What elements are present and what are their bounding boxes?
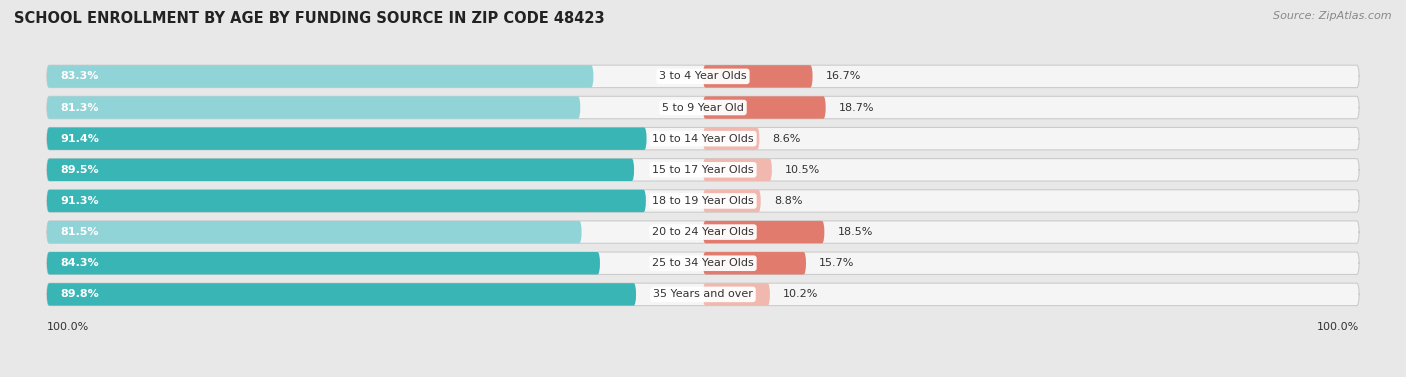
Text: 25 to 34 Year Olds: 25 to 34 Year Olds	[652, 258, 754, 268]
Text: 18.7%: 18.7%	[839, 103, 875, 112]
FancyBboxPatch shape	[46, 127, 1360, 150]
Text: 16.7%: 16.7%	[825, 71, 860, 81]
Text: 91.4%: 91.4%	[60, 134, 98, 144]
Text: 8.6%: 8.6%	[772, 134, 801, 144]
FancyBboxPatch shape	[46, 96, 581, 119]
FancyBboxPatch shape	[46, 252, 1360, 274]
Text: 81.3%: 81.3%	[60, 103, 98, 112]
FancyBboxPatch shape	[46, 283, 1360, 306]
Text: 18.5%: 18.5%	[838, 227, 873, 237]
Text: 10 to 14 Year Olds: 10 to 14 Year Olds	[652, 134, 754, 144]
Text: 3 to 4 Year Olds: 3 to 4 Year Olds	[659, 71, 747, 81]
FancyBboxPatch shape	[46, 65, 1360, 87]
FancyBboxPatch shape	[46, 127, 647, 150]
FancyBboxPatch shape	[703, 221, 824, 243]
Text: 15.7%: 15.7%	[820, 258, 855, 268]
Text: 5 to 9 Year Old: 5 to 9 Year Old	[662, 103, 744, 112]
FancyBboxPatch shape	[46, 159, 1360, 181]
Text: 8.8%: 8.8%	[773, 196, 803, 206]
FancyBboxPatch shape	[703, 96, 825, 119]
FancyBboxPatch shape	[46, 283, 636, 306]
FancyBboxPatch shape	[46, 190, 645, 212]
FancyBboxPatch shape	[46, 96, 1360, 119]
Text: 15 to 17 Year Olds: 15 to 17 Year Olds	[652, 165, 754, 175]
FancyBboxPatch shape	[703, 190, 761, 212]
FancyBboxPatch shape	[703, 159, 772, 181]
Text: 10.2%: 10.2%	[783, 290, 818, 299]
Text: 84.3%: 84.3%	[60, 258, 98, 268]
FancyBboxPatch shape	[703, 127, 759, 150]
Text: 83.3%: 83.3%	[60, 71, 98, 81]
FancyBboxPatch shape	[46, 221, 582, 243]
Text: 100.0%: 100.0%	[46, 322, 89, 333]
Text: 18 to 19 Year Olds: 18 to 19 Year Olds	[652, 196, 754, 206]
FancyBboxPatch shape	[703, 283, 770, 306]
Text: 91.3%: 91.3%	[60, 196, 98, 206]
Text: SCHOOL ENROLLMENT BY AGE BY FUNDING SOURCE IN ZIP CODE 48423: SCHOOL ENROLLMENT BY AGE BY FUNDING SOUR…	[14, 11, 605, 26]
Text: 89.8%: 89.8%	[60, 290, 98, 299]
FancyBboxPatch shape	[46, 221, 1360, 243]
FancyBboxPatch shape	[46, 190, 1360, 212]
Text: 89.5%: 89.5%	[60, 165, 98, 175]
Text: 10.5%: 10.5%	[785, 165, 820, 175]
Text: Source: ZipAtlas.com: Source: ZipAtlas.com	[1274, 11, 1392, 21]
Text: 20 to 24 Year Olds: 20 to 24 Year Olds	[652, 227, 754, 237]
FancyBboxPatch shape	[46, 65, 593, 87]
Text: 81.5%: 81.5%	[60, 227, 98, 237]
FancyBboxPatch shape	[46, 252, 600, 274]
Text: 100.0%: 100.0%	[1317, 322, 1360, 333]
FancyBboxPatch shape	[46, 159, 634, 181]
FancyBboxPatch shape	[703, 65, 813, 87]
Text: 35 Years and over: 35 Years and over	[652, 290, 754, 299]
FancyBboxPatch shape	[703, 252, 806, 274]
